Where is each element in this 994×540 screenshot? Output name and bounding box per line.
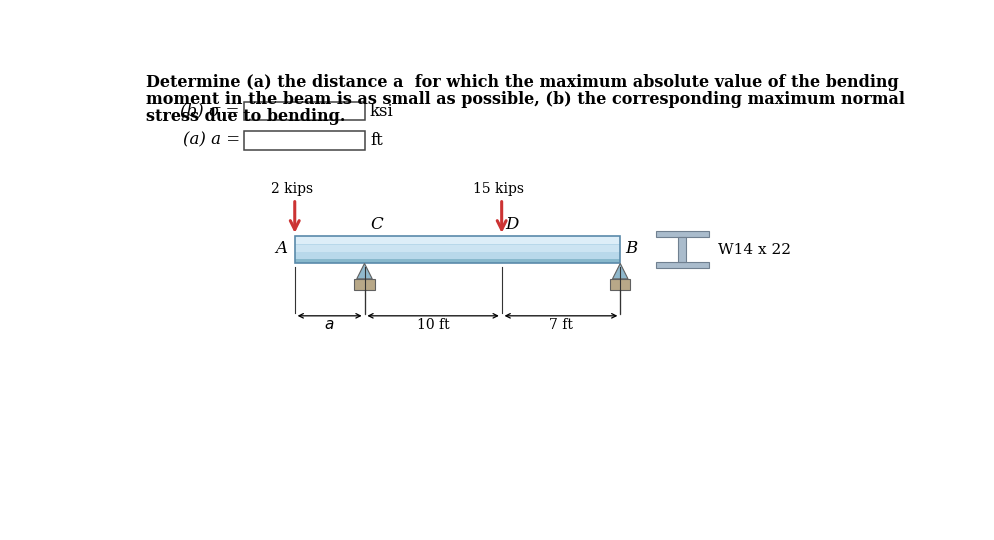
Polygon shape	[357, 264, 372, 279]
Text: ft: ft	[370, 132, 383, 148]
Text: 15 kips: 15 kips	[473, 181, 524, 195]
Text: A: A	[275, 240, 287, 258]
Text: C: C	[371, 217, 384, 233]
Text: Determine (a) the distance a  for which the maximum absolute value of the bendin: Determine (a) the distance a for which t…	[146, 74, 899, 91]
Bar	[678, 237, 686, 262]
Text: (b) σ =: (b) σ =	[180, 103, 240, 119]
Text: stress due to bending.: stress due to bending.	[146, 108, 345, 125]
Text: (a) a =: (a) a =	[183, 132, 240, 148]
Text: B: B	[625, 240, 637, 258]
Bar	[295, 236, 620, 244]
Bar	[656, 262, 709, 268]
Bar	[295, 236, 620, 264]
Text: 10 ft: 10 ft	[416, 318, 449, 332]
Bar	[656, 231, 709, 237]
Text: 2 kips: 2 kips	[270, 181, 313, 195]
Text: $a$: $a$	[324, 318, 335, 332]
Bar	[610, 279, 630, 289]
Bar	[355, 279, 375, 289]
Text: 7 ft: 7 ft	[549, 318, 573, 332]
Text: ksi: ksi	[370, 103, 394, 119]
Bar	[245, 102, 365, 120]
Polygon shape	[612, 264, 628, 279]
Text: W14 x 22: W14 x 22	[718, 242, 791, 256]
Text: D: D	[505, 217, 518, 233]
Bar	[295, 259, 620, 264]
Text: moment in the beam is as small as possible, (b) the corresponding maximum normal: moment in the beam is as small as possib…	[146, 91, 905, 108]
Bar	[295, 236, 620, 264]
Bar	[295, 246, 620, 252]
Bar	[245, 131, 365, 150]
